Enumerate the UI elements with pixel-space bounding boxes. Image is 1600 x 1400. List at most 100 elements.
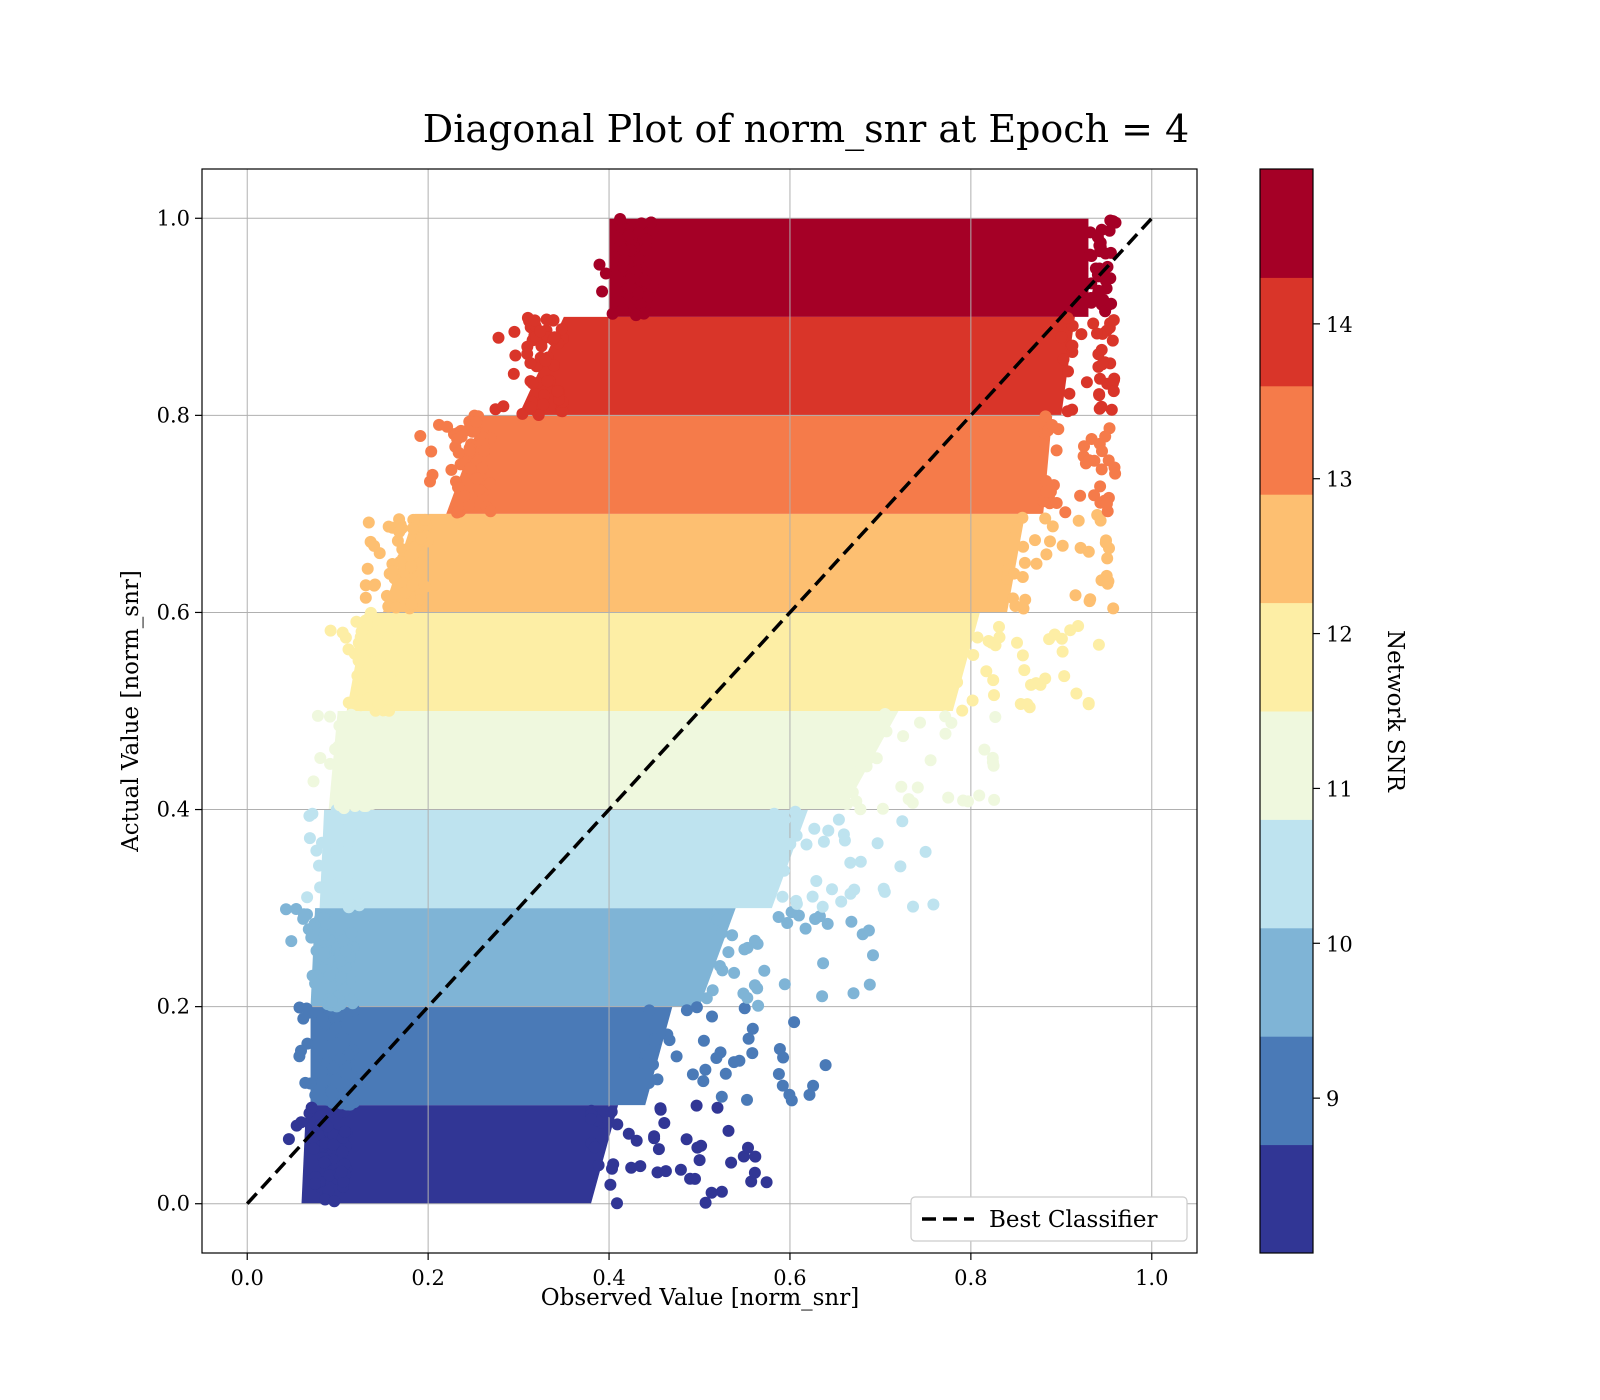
scatter-point bbox=[309, 977, 322, 990]
scatter-point bbox=[1082, 545, 1095, 558]
scatter-point bbox=[451, 506, 463, 519]
colorbar-tick-label: 13 bbox=[1326, 468, 1353, 492]
scatter-point bbox=[372, 697, 385, 710]
scatter-point bbox=[809, 913, 822, 925]
scatter-point bbox=[353, 899, 366, 912]
scatter-point bbox=[1083, 454, 1096, 467]
scatter-point bbox=[741, 1093, 753, 1106]
scatter-point bbox=[362, 516, 375, 529]
scatter-point bbox=[871, 837, 884, 850]
scatter-point bbox=[1074, 489, 1087, 502]
plot-frame bbox=[201, 168, 1198, 1254]
chart-title: Diagonal Plot of norm_snr at Epoch = 4 bbox=[423, 107, 1189, 152]
scatter-point bbox=[902, 793, 915, 806]
scatter-point bbox=[332, 790, 345, 802]
scatter-point bbox=[699, 1063, 712, 1076]
scatter-point bbox=[604, 1178, 617, 1191]
scatter-point bbox=[310, 844, 323, 857]
scatter-point bbox=[800, 838, 813, 851]
scatter-point bbox=[777, 1051, 790, 1064]
scatter-point bbox=[324, 757, 337, 770]
x-axis: 0.0 0.2 0.4 0.6 0.8 1.0 bbox=[231, 1253, 1168, 1290]
scatter-point bbox=[588, 1141, 601, 1154]
scatter-point bbox=[1103, 224, 1116, 237]
scatter-point bbox=[318, 1156, 331, 1169]
scatter-point bbox=[470, 416, 483, 428]
scatter-point bbox=[462, 499, 475, 512]
scatter-point bbox=[326, 995, 338, 1008]
scatter-point bbox=[445, 463, 458, 476]
scatter-point bbox=[303, 832, 316, 845]
y-tick-label: 0.2 bbox=[157, 995, 190, 1019]
scatter-point bbox=[452, 446, 465, 459]
scatter-point bbox=[521, 347, 534, 360]
scatter-point bbox=[778, 978, 791, 991]
colorbar-segment bbox=[1260, 1144, 1313, 1254]
scatter-point bbox=[327, 1128, 340, 1141]
scatter-point bbox=[541, 375, 554, 388]
scatter-point bbox=[352, 654, 365, 667]
scatter-point bbox=[325, 856, 338, 869]
scatter-point bbox=[942, 791, 955, 804]
scatter-point bbox=[348, 1078, 361, 1091]
scatter-point bbox=[1069, 589, 1082, 602]
scatter-point bbox=[1085, 296, 1098, 309]
scatter-point bbox=[635, 217, 648, 230]
scatter-point bbox=[957, 622, 970, 635]
scatter-point bbox=[297, 1012, 310, 1025]
scatter-point bbox=[939, 727, 952, 740]
scatter-point bbox=[393, 513, 406, 526]
scatter-point bbox=[742, 1032, 755, 1045]
scatter-point bbox=[1021, 698, 1034, 711]
scatter-point bbox=[680, 1133, 693, 1146]
scatter-point bbox=[1056, 645, 1069, 658]
scatter-point bbox=[1100, 569, 1113, 582]
scatter-point bbox=[907, 900, 919, 913]
scatter-point bbox=[962, 795, 974, 808]
scatter-point bbox=[790, 829, 803, 842]
scatter-point bbox=[1099, 536, 1112, 549]
scatter-point bbox=[295, 1116, 308, 1129]
scatter-point bbox=[699, 1196, 712, 1209]
scatter-point bbox=[297, 908, 310, 921]
scatter-point bbox=[799, 922, 812, 935]
scatter-point bbox=[719, 1067, 732, 1080]
scatter-point bbox=[337, 1175, 350, 1188]
scatter-point bbox=[320, 917, 333, 930]
scatter-point bbox=[332, 758, 345, 771]
scatter-point bbox=[966, 694, 979, 707]
scatter-point bbox=[845, 915, 858, 928]
scatter-point bbox=[1105, 297, 1118, 310]
scatter-point bbox=[354, 699, 367, 712]
scatter-point bbox=[369, 644, 382, 657]
scatter-point bbox=[539, 354, 552, 367]
scatter-point bbox=[406, 522, 419, 535]
scatter-point bbox=[1083, 595, 1096, 608]
scatter-point bbox=[715, 926, 728, 939]
scatter-point bbox=[838, 834, 851, 847]
scatter-point bbox=[611, 1197, 623, 1210]
scatter-point bbox=[715, 1090, 728, 1103]
scatter-point bbox=[345, 857, 358, 870]
scatter-point bbox=[381, 693, 394, 705]
scatter-point bbox=[1018, 664, 1031, 677]
scatter-point bbox=[333, 876, 346, 889]
scatter-point bbox=[639, 274, 652, 287]
scatter-point bbox=[335, 954, 347, 967]
scatter-point bbox=[344, 1098, 356, 1111]
scatter-point bbox=[788, 1016, 801, 1029]
scatter-point bbox=[471, 472, 484, 485]
scatter-point bbox=[1084, 226, 1097, 239]
scatter-point bbox=[336, 1145, 349, 1158]
scatter-point bbox=[328, 1011, 341, 1024]
scatter-point bbox=[353, 638, 366, 651]
scatter-point bbox=[606, 307, 619, 320]
scatter-point bbox=[339, 1125, 351, 1138]
scatter-point bbox=[350, 736, 363, 749]
scatter-point bbox=[840, 751, 853, 763]
scatter-point bbox=[878, 885, 891, 898]
scatter-point bbox=[1030, 557, 1043, 570]
scatter-point bbox=[592, 1159, 605, 1172]
scatter-point bbox=[880, 725, 893, 738]
scatter-point bbox=[1107, 602, 1120, 615]
